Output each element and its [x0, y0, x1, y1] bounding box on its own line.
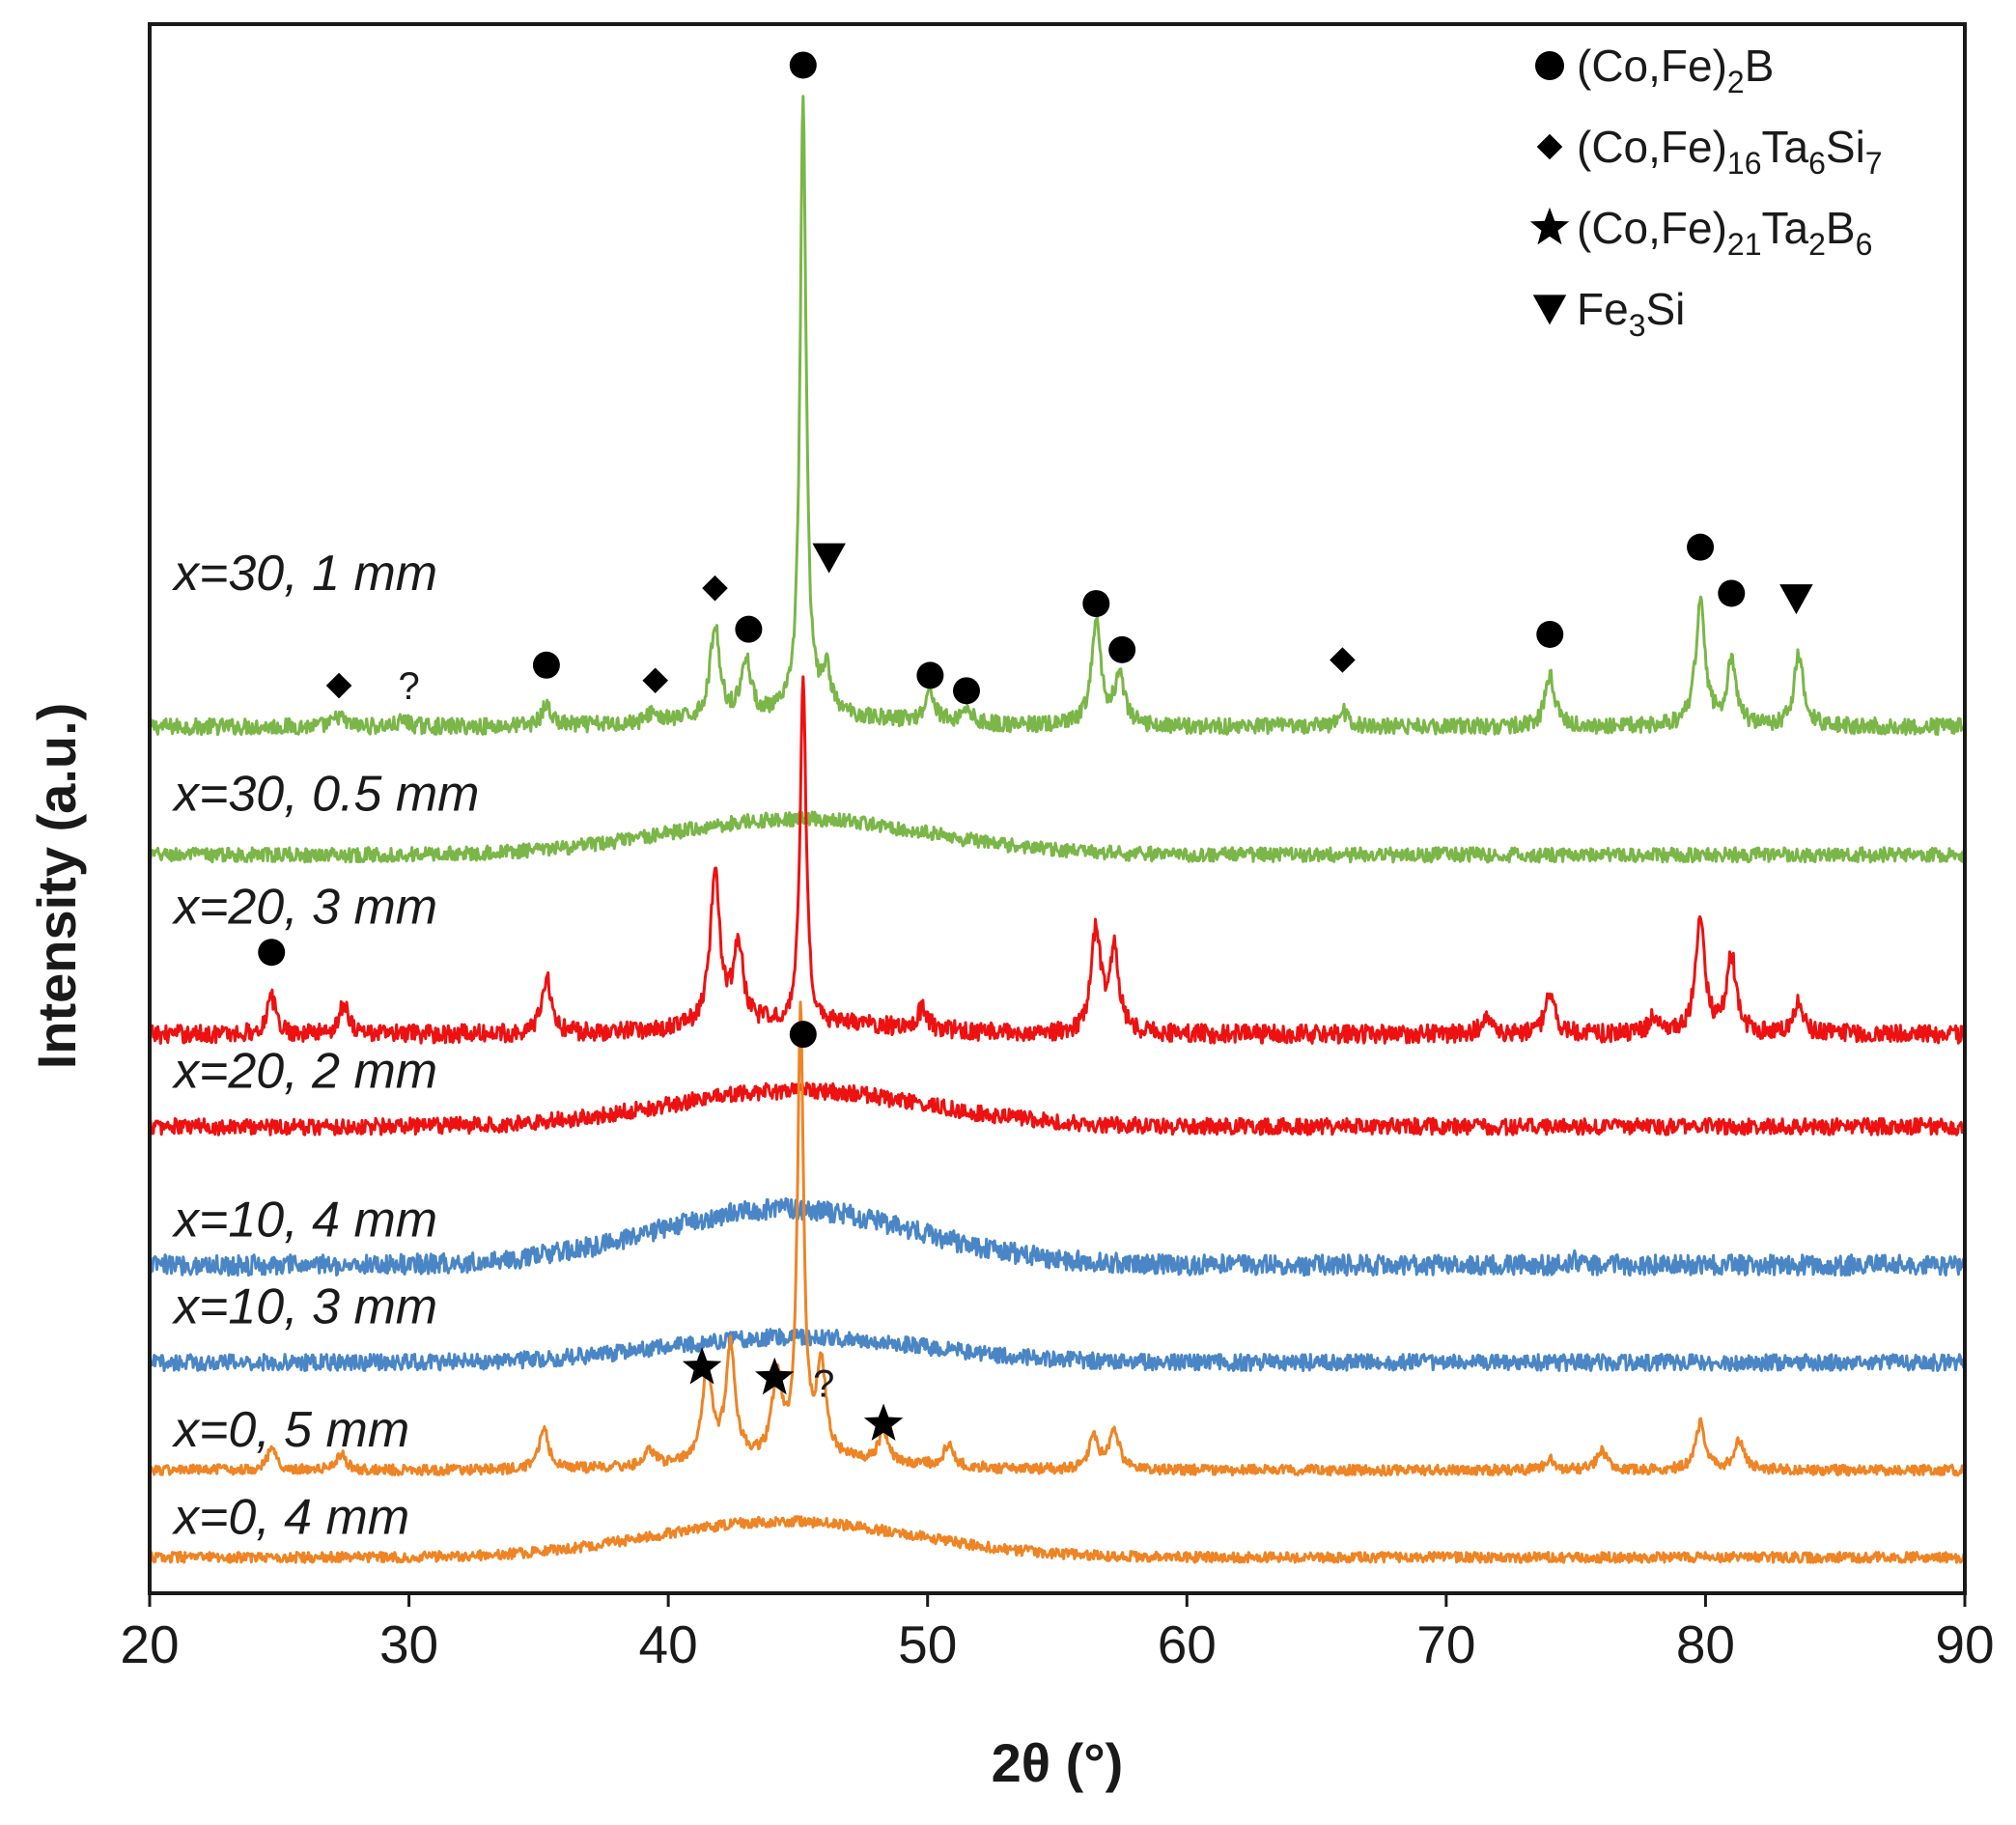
legend-subscript: 21	[1727, 227, 1762, 262]
x-tick-label: 90	[1935, 1614, 1994, 1674]
star-legend-icon	[1529, 207, 1570, 245]
star-peak-marker	[682, 1347, 722, 1385]
legend-text-part: Ta	[1762, 122, 1809, 172]
curve-label: x=10, 3 mm	[171, 1279, 437, 1335]
curve-label: x=30, 1 mm	[171, 546, 437, 602]
series-group	[148, 95, 1967, 1564]
series-line	[148, 1328, 1967, 1372]
x-axis: 20 30 40 50 60 70 80 90	[120, 1593, 1995, 1674]
star-peak-marker	[863, 1403, 904, 1441]
triangle-down-legend-icon	[1532, 295, 1567, 325]
diamond-peak-marker	[702, 575, 728, 602]
curve-label: x=20, 3 mm	[171, 879, 437, 935]
legend-subscript: 3	[1629, 308, 1646, 343]
legend-subscript: 7	[1865, 146, 1883, 181]
peak-marker-group: ??	[258, 51, 1813, 1441]
circle-peak-marker	[1718, 579, 1746, 607]
legend-text-part: B	[1745, 41, 1775, 91]
circle-peak-marker	[532, 651, 560, 679]
circle-peak-marker	[953, 677, 980, 705]
diamond-legend-icon	[1536, 133, 1563, 160]
plot-frame	[148, 22, 1967, 1595]
legend-text-part: Ta	[1762, 203, 1809, 253]
legend-text-part: Si	[1826, 122, 1865, 172]
legend-text-part: Si	[1645, 284, 1685, 334]
legend: (Co,Fe)2B(Co,Fe)16Ta6Si7(Co,Fe)21Ta2B6Fe…	[1529, 41, 1883, 343]
circle-legend-icon	[1535, 51, 1564, 80]
circle-peak-marker	[916, 661, 944, 689]
curve-label: x=20, 2 mm	[171, 1043, 437, 1099]
curve-label: x=0, 4 mm	[171, 1489, 409, 1545]
x-tick-label: 70	[1416, 1614, 1475, 1674]
circle-peak-marker	[735, 615, 763, 643]
unknown-peak-marker: ?	[398, 665, 419, 708]
triangle-down-peak-marker	[812, 543, 846, 574]
x-tick-label: 40	[639, 1614, 698, 1674]
circle-peak-marker	[789, 1021, 817, 1049]
circle-peak-marker	[1536, 620, 1564, 648]
legend-entry: (Co,Fe)2B	[1577, 41, 1774, 99]
x-tick-label: 20	[120, 1614, 179, 1674]
legend-text-part: B	[1826, 203, 1856, 253]
legend-subscript: 6	[1856, 227, 1873, 262]
series-line	[148, 675, 1967, 1045]
triangle-down-peak-marker	[1779, 584, 1813, 615]
circle-peak-marker	[789, 51, 817, 79]
x-tick-label: 80	[1676, 1614, 1735, 1674]
series-line	[148, 810, 1967, 864]
legend-subscript: 6	[1808, 146, 1826, 181]
circle-peak-marker	[1108, 635, 1136, 663]
series-line	[148, 1515, 1967, 1564]
diamond-peak-marker	[1330, 647, 1356, 673]
legend-entry: (Co,Fe)21Ta2B6	[1577, 203, 1872, 262]
series-line	[148, 1000, 1967, 1477]
legend-entry: Fe3Si	[1577, 284, 1685, 343]
circle-peak-marker	[258, 939, 286, 967]
series-line	[149, 1081, 1966, 1137]
x-tick-label: 30	[379, 1614, 438, 1674]
curve-label: x=30, 0.5 mm	[171, 767, 479, 823]
diamond-peak-marker	[325, 672, 352, 699]
x-axis-title: 2θ (°)	[992, 1732, 1124, 1793]
legend-text-part: Fe	[1577, 284, 1629, 334]
legend-text-part: (Co,Fe)	[1577, 203, 1727, 253]
x-tick-label: 60	[1158, 1614, 1217, 1674]
x-tick-label: 50	[898, 1614, 957, 1674]
unknown-peak-marker: ?	[813, 1362, 834, 1405]
y-axis-title: Intensity (a.u.)	[26, 703, 87, 1070]
circle-peak-marker	[1082, 590, 1110, 618]
legend-text-part: (Co,Fe)	[1577, 41, 1727, 91]
series-line	[148, 95, 1967, 737]
legend-subscript: 2	[1727, 65, 1745, 99]
legend-entry: (Co,Fe)16Ta6Si7	[1577, 122, 1883, 181]
circle-peak-marker	[1687, 533, 1715, 561]
legend-text-part: (Co,Fe)	[1577, 122, 1727, 172]
star-peak-marker	[755, 1357, 795, 1395]
curve-label: x=0, 5 mm	[171, 1402, 409, 1458]
legend-subscript: 2	[1808, 227, 1826, 262]
diamond-peak-marker	[642, 667, 669, 694]
curve-label-group: x=30, 1 mm x=30, 0.5 mm x=20, 3 mm x=20, 2 …	[171, 546, 479, 1545]
curve-label: x=10, 4 mm	[171, 1192, 437, 1248]
series-line	[148, 1196, 1967, 1278]
legend-subscript: 16	[1727, 146, 1762, 181]
